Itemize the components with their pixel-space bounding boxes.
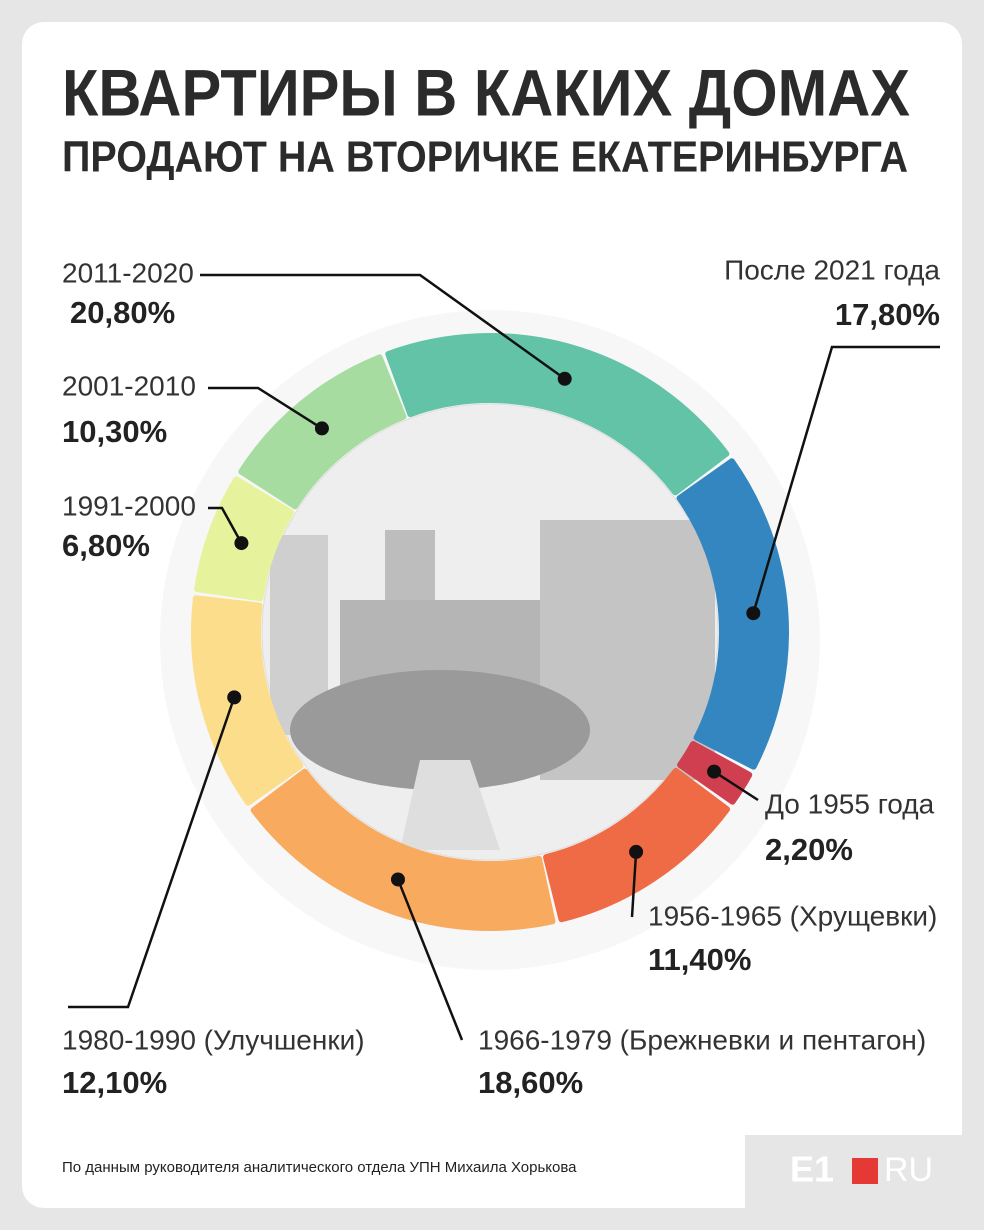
- source: По данным руководителя аналитического от…: [62, 1159, 577, 1176]
- value-label: 20,80%: [70, 295, 175, 330]
- category-label: 1956-1965 (Хрущевки): [648, 900, 937, 931]
- title: КВАРТИРЫ В КАКИХ ДОМАХ: [62, 55, 910, 129]
- donut-segment: [191, 595, 304, 806]
- value-label: 10,30%: [62, 414, 167, 449]
- value-label: 11,40%: [648, 942, 751, 977]
- category-label: 2011-2020: [62, 257, 194, 288]
- leader-line: [630, 851, 638, 918]
- illustration: [261, 403, 719, 861]
- logo-square: [852, 1158, 878, 1184]
- value-label: 17,80%: [835, 297, 940, 332]
- leader-line: [208, 506, 243, 544]
- category-label: 2001-2010: [62, 370, 196, 401]
- leader-dot: [707, 764, 722, 779]
- value-label: 6,80%: [62, 528, 150, 563]
- category-label: 1980-1990 (Улучшенки): [62, 1024, 365, 1055]
- leader-dot: [390, 872, 405, 887]
- category-label: 1991-2000: [62, 490, 196, 521]
- leader-line: [200, 273, 566, 380]
- category-label: 1966-1979 (Брежневки и пентагон): [478, 1024, 926, 1055]
- leader-line: [396, 878, 464, 1041]
- category-label: После 2021 года: [724, 254, 940, 285]
- leader-line: [752, 345, 940, 614]
- subtitle: ПРОДАЮТ НА ВТОРИЧКЕ ЕКАТЕРИНБУРГА: [62, 133, 908, 182]
- leader-dot: [227, 690, 242, 705]
- donut-segment: [676, 458, 789, 770]
- leader-dot: [234, 536, 249, 551]
- leader-line: [713, 770, 759, 802]
- leader-dot: [557, 371, 572, 386]
- leader-dot: [314, 421, 329, 436]
- leader-dot: [746, 606, 761, 621]
- leader-dot: [629, 844, 644, 859]
- logo: RU: [884, 1151, 933, 1189]
- category-label: До 1955 года: [765, 788, 935, 819]
- value-label: 18,60%: [478, 1065, 583, 1100]
- leader-line: [68, 696, 236, 1009]
- donut-segment: [250, 768, 556, 931]
- leader-line: [208, 386, 323, 430]
- value-label: 12,10%: [62, 1065, 167, 1100]
- value-label: 2,20%: [765, 832, 853, 867]
- logo: E1: [790, 1149, 834, 1190]
